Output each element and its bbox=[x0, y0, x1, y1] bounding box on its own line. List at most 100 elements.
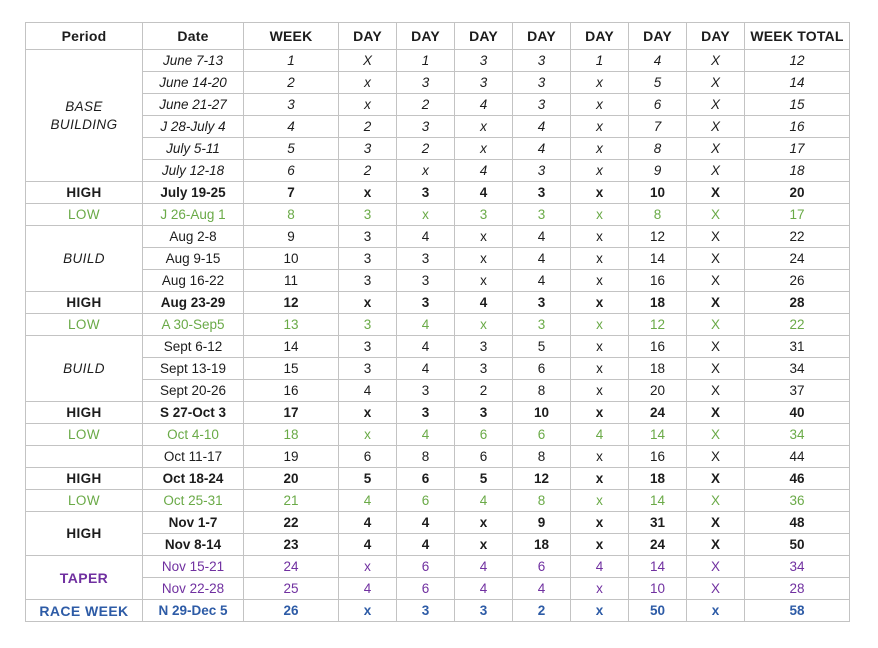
day-value-cell: 6 bbox=[512, 357, 571, 380]
day-value-cell: 2 bbox=[338, 115, 397, 138]
day-value-cell: 4 bbox=[396, 357, 455, 380]
day-value-cell: X bbox=[686, 379, 745, 402]
day-value-cell: 4 bbox=[454, 93, 513, 116]
day-value-cell: 9 bbox=[512, 511, 571, 534]
day-value-cell: X bbox=[686, 313, 745, 336]
week-number-cell: 5 bbox=[243, 137, 339, 160]
week-total-cell: 46 bbox=[744, 467, 850, 490]
training-plan-table-container: Period Date WEEK DAY DAY DAY DAY DAY DAY DAY WEEK … bbox=[25, 22, 850, 622]
week-total-cell: 18 bbox=[744, 159, 850, 182]
week-total-cell: 44 bbox=[744, 445, 850, 468]
table-row: Sept 20-26 16 4 3 2 8 x 20 X 37 bbox=[26, 379, 850, 402]
day-value-cell: X bbox=[686, 181, 745, 204]
day-value-cell: x bbox=[338, 291, 397, 314]
date-cell: Oct 4-10 bbox=[142, 423, 244, 446]
day-value-cell: 4 bbox=[338, 533, 397, 556]
day-value-cell: 3 bbox=[338, 335, 397, 358]
day-value-cell: 16 bbox=[628, 445, 687, 468]
period-label: LOW bbox=[68, 492, 100, 508]
table-row: J 28-July 4 4 2 3 x 4 x 7 X 16 bbox=[26, 115, 850, 138]
header-cell: Period bbox=[25, 22, 143, 50]
day-value-cell: 6 bbox=[454, 445, 513, 468]
day-value-cell: 10 bbox=[628, 181, 687, 204]
day-value-cell: 6 bbox=[628, 93, 687, 116]
table-row: HIGH Nov 1-7 22 4 4 x 9 x 31 X 48 bbox=[25, 511, 850, 556]
period-label: RACE WEEK bbox=[39, 602, 129, 619]
day-value-cell: 14 bbox=[628, 555, 687, 578]
day-value-cell: 16 bbox=[628, 335, 687, 358]
week-total-cell: 14 bbox=[744, 71, 850, 94]
week-number-cell: 6 bbox=[243, 159, 339, 182]
week-total-cell: 48 bbox=[744, 511, 850, 534]
day-value-cell: 6 bbox=[512, 423, 571, 446]
header-cell: WEEK bbox=[243, 22, 339, 50]
day-value-cell: 3 bbox=[454, 401, 513, 424]
day-value-cell: X bbox=[686, 577, 745, 600]
date-cell: S 27-Oct 3 bbox=[142, 401, 244, 424]
day-value-cell: 4 bbox=[454, 181, 513, 204]
day-value-cell: 3 bbox=[512, 181, 571, 204]
table-row: RACE WEEK N 29-Dec 5 26 x 3 3 2 x 50 x 58 bbox=[25, 599, 850, 622]
day-value-cell: 3 bbox=[396, 379, 455, 402]
period-cell: HIGH bbox=[25, 291, 143, 314]
date-cell: July 19-25 bbox=[142, 181, 244, 204]
day-value-cell: 2 bbox=[338, 159, 397, 182]
week-total-cell: 58 bbox=[744, 599, 850, 622]
day-value-cell: 18 bbox=[628, 357, 687, 380]
date-cell: Oct 11-17 bbox=[142, 445, 244, 468]
date-cell: Aug 16-22 bbox=[142, 269, 244, 292]
header-cell: DAY bbox=[338, 22, 397, 50]
day-value-cell: x bbox=[570, 137, 629, 160]
header-cell: WEEK TOTAL bbox=[744, 22, 850, 50]
period-label: LOW bbox=[68, 316, 100, 332]
date-cell: J 28-July 4 bbox=[142, 115, 244, 138]
date-cell: July 12-18 bbox=[142, 159, 244, 182]
table-row: Aug 16-22 11 3 3 x 4 x 16 X 26 bbox=[26, 269, 850, 292]
date-cell: Sept 13-19 bbox=[142, 357, 244, 380]
period-label: HIGH bbox=[66, 404, 102, 420]
week-number-cell: 22 bbox=[243, 511, 339, 534]
week-total-cell: 37 bbox=[744, 379, 850, 402]
day-value-cell: 3 bbox=[454, 49, 513, 72]
week-total-cell: 17 bbox=[744, 137, 850, 160]
table-row: July 12-18 6 2 x 4 3 x 9 X 18 bbox=[26, 159, 850, 182]
day-value-cell: 3 bbox=[512, 203, 571, 226]
day-value-cell: 5 bbox=[338, 467, 397, 490]
day-value-cell: x bbox=[570, 357, 629, 380]
day-value-cell: x bbox=[570, 489, 629, 512]
day-value-cell: 3 bbox=[396, 401, 455, 424]
day-value-cell: x bbox=[454, 137, 513, 160]
week-number-cell: 7 bbox=[243, 181, 339, 204]
day-value-cell: 16 bbox=[628, 269, 687, 292]
day-value-cell: 4 bbox=[570, 555, 629, 578]
date-cell: June 7-13 bbox=[142, 49, 244, 72]
period-cell: LOW bbox=[25, 423, 143, 446]
week-number-cell: 3 bbox=[243, 93, 339, 116]
period-cell: BUILD bbox=[25, 335, 143, 402]
day-value-cell: X bbox=[686, 49, 745, 72]
training-plan-table: Period Date WEEK DAY DAY DAY DAY DAY DAY DAY WEEK … bbox=[25, 22, 850, 622]
week-number-cell: 20 bbox=[243, 467, 339, 490]
day-value-cell: x bbox=[570, 93, 629, 116]
week-total-cell: 34 bbox=[744, 555, 850, 578]
day-value-cell: 4 bbox=[512, 247, 571, 270]
day-value-cell: 9 bbox=[628, 159, 687, 182]
week-total-cell: 12 bbox=[744, 49, 850, 72]
day-value-cell: 8 bbox=[628, 203, 687, 226]
day-value-cell: 4 bbox=[512, 577, 571, 600]
day-value-cell: 4 bbox=[454, 159, 513, 182]
day-value-cell: X bbox=[686, 489, 745, 512]
header-row: Period Date WEEK DAY DAY DAY DAY DAY DAY DAY WEEK … bbox=[25, 22, 850, 50]
period-cell: HIGH bbox=[25, 511, 143, 556]
period-label: TAPER bbox=[59, 569, 109, 586]
day-value-cell: x bbox=[396, 203, 455, 226]
table-row: HIGH Oct 18-24 20 5 6 5 12 x 18 X 46 bbox=[25, 467, 850, 490]
day-value-cell: x bbox=[338, 599, 397, 622]
day-value-cell: x bbox=[570, 335, 629, 358]
day-value-cell: 3 bbox=[396, 291, 455, 314]
day-value-cell: 3 bbox=[396, 269, 455, 292]
day-value-cell: x bbox=[338, 93, 397, 116]
day-value-cell: X bbox=[338, 49, 397, 72]
day-value-cell: 3 bbox=[338, 225, 397, 248]
day-value-cell: x bbox=[570, 445, 629, 468]
